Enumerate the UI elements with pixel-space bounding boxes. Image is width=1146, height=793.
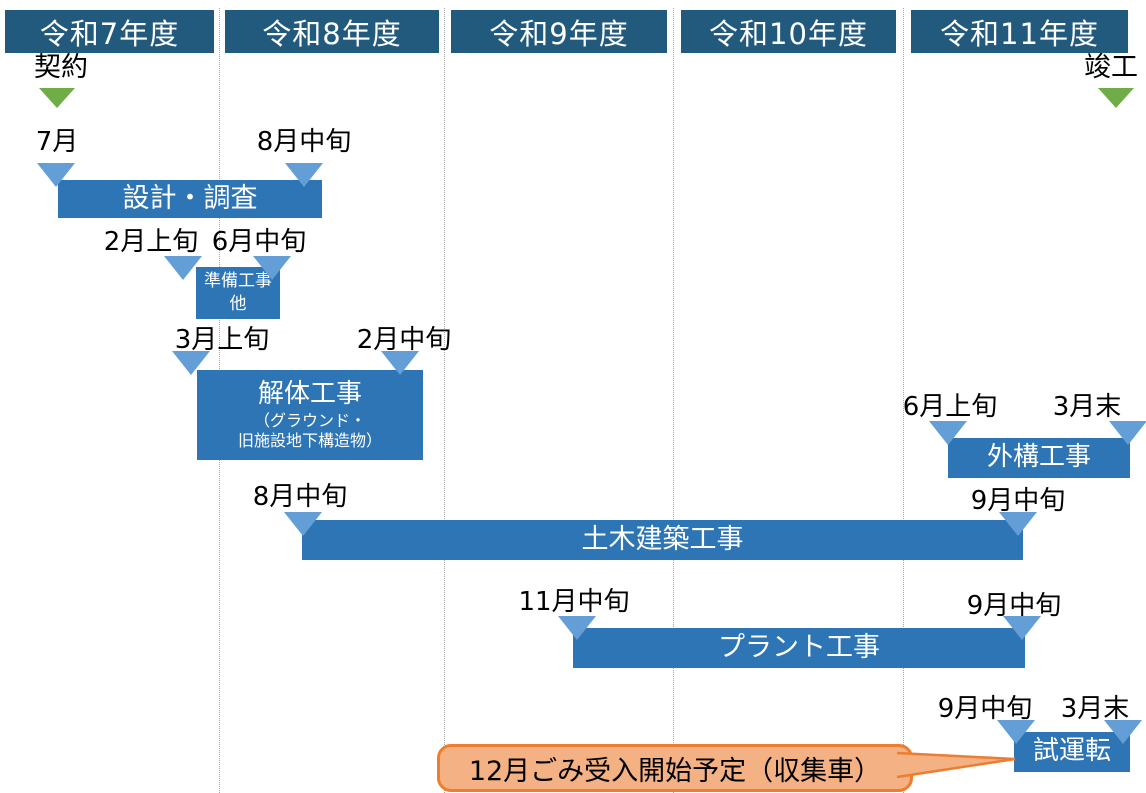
task-trial-start-marker-icon (997, 720, 1035, 744)
task-bar-plant-label: プラント工事 (718, 631, 880, 663)
callout-pointer-icon (897, 751, 1016, 779)
task-prep-start-marker-icon (164, 256, 202, 280)
task-exterior-end-label: 3月末 (1052, 392, 1122, 422)
task-bar-demolition-sub2: 旧施設地下構造物） (237, 430, 382, 450)
task-bar-exterior-label: 外構工事 (986, 442, 1091, 473)
task-demolition-end-label: 2月中旬 (356, 325, 452, 355)
task-bar-civil-label: 土木建築工事 (581, 523, 744, 555)
task-design-start-marker-icon (37, 163, 75, 187)
task-design-end-label: 8月中旬 (256, 127, 352, 157)
task-bar-design: 設計・調査 (58, 180, 322, 218)
task-bar-demolition-label: 解体工事 (257, 379, 362, 410)
task-design-start-label: 7月 (35, 127, 79, 157)
task-civil-end-label: 9月中旬 (970, 486, 1066, 516)
fiscal-year-header-r10: 令和10年度 (681, 10, 896, 53)
waste-acceptance-callout: 12月ごみ受入開始予定（収集車） (437, 744, 913, 792)
fiscal-year-header-r7: 令和7年度 (5, 10, 214, 53)
contract-milestone-icon (39, 88, 75, 108)
task-bar-demolition: 解体工事 （グラウンド・ 旧施設地下構造物） (197, 370, 423, 460)
task-civil-start-marker-icon (284, 512, 322, 536)
waste-acceptance-callout-text: 12月ごみ受入開始予定（収集車） (468, 755, 882, 787)
task-bar-demolition-sub1: （グラウンド・ (253, 410, 366, 430)
task-trial-start-label: 9月中旬 (937, 694, 1033, 724)
column-divider (673, 8, 674, 793)
task-trial-end-label: 3月末 (1060, 694, 1130, 724)
task-bar-prep-label-line2: 他 (229, 294, 247, 314)
task-civil-start-label: 8月中旬 (252, 482, 348, 512)
task-prep-start-label: 2月上旬 (103, 227, 199, 257)
task-bar-trial-label: 試運転 (1032, 736, 1111, 767)
task-bar-civil: 土木建築工事 (302, 520, 1023, 560)
task-bar-plant: プラント工事 (573, 628, 1025, 668)
task-plant-end-label: 9月中旬 (966, 591, 1062, 621)
task-design-end-marker-icon (285, 163, 323, 187)
completion-milestone-icon (1098, 88, 1134, 108)
task-exterior-start-label: 6月上旬 (902, 392, 998, 422)
task-bar-exterior: 外構工事 (948, 438, 1130, 478)
task-plant-end-marker-icon (1003, 616, 1041, 640)
task-prep-end-marker-icon (253, 256, 291, 280)
task-plant-start-marker-icon (558, 616, 596, 640)
completion-label: 竣工 (1084, 52, 1138, 83)
task-demolition-end-marker-icon (381, 351, 419, 375)
task-trial-end-marker-icon (1104, 720, 1142, 744)
column-divider (444, 8, 445, 793)
task-exterior-end-marker-icon (1109, 421, 1146, 445)
task-plant-start-label: 11月中旬 (518, 587, 630, 617)
task-bar-design-label: 設計・調査 (122, 182, 258, 214)
task-prep-end-label: 6月中旬 (211, 227, 307, 257)
task-exterior-start-marker-icon (929, 421, 967, 445)
task-demolition-start-label: 3月上旬 (174, 325, 270, 355)
fiscal-year-header-r9: 令和9年度 (451, 10, 667, 53)
fiscal-year-header-r8: 令和8年度 (225, 10, 439, 53)
task-civil-end-marker-icon (999, 512, 1037, 536)
column-divider (903, 8, 904, 793)
task-demolition-start-marker-icon (172, 351, 210, 375)
fiscal-year-header-r11: 令和11年度 (911, 10, 1128, 53)
contract-label: 契約 (34, 52, 88, 83)
